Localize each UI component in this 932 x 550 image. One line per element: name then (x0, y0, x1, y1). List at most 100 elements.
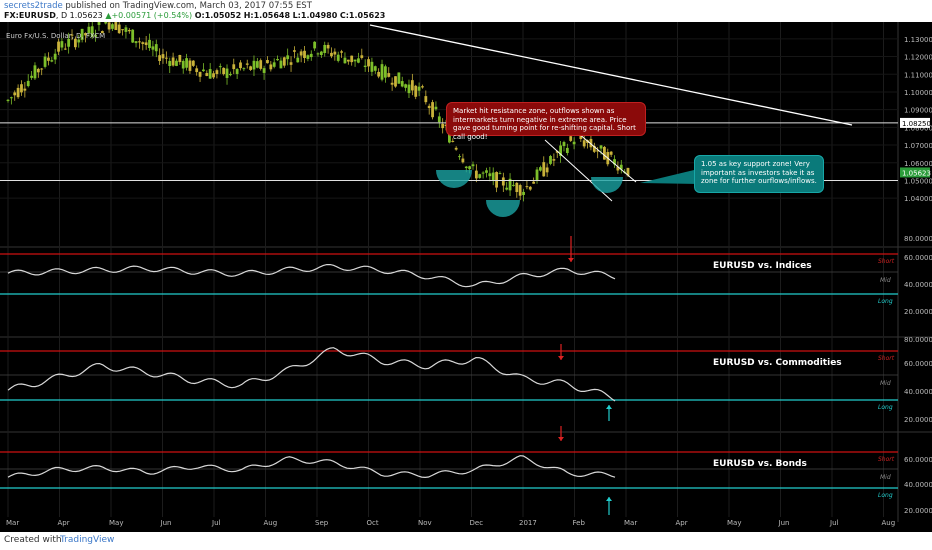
time-axis-label: Aug (264, 519, 278, 527)
candle-body (616, 166, 620, 171)
time-axis-label: May (109, 519, 123, 527)
indicator-title: EURUSD vs. Bonds (713, 459, 807, 469)
candle-body (245, 63, 249, 65)
candle-body (464, 166, 468, 169)
candle-body (276, 58, 279, 61)
time-axis-label: Nov (418, 519, 432, 527)
candle-body (609, 151, 613, 155)
candle-body (394, 76, 397, 87)
candle-body (212, 73, 215, 78)
candle-body (407, 84, 411, 94)
candle-body (353, 59, 357, 62)
candle-body (505, 187, 509, 190)
candle-body (144, 42, 148, 46)
candle-body (427, 105, 431, 109)
indicator-axis-label: 80.0000 (904, 336, 932, 344)
publish-header: secrets2trade published on TradingView.c… (0, 0, 932, 22)
price-axis-label: 1.10000 (904, 89, 932, 97)
candle-body (397, 72, 401, 84)
candle-body (535, 169, 539, 181)
candle-body (13, 92, 17, 96)
price-change: +0.00571 (+0.54%) (111, 11, 193, 20)
candle-body (252, 60, 256, 70)
candle-body (431, 102, 434, 118)
indicator-title: EURUSD vs. Commodities (713, 358, 842, 368)
candle-body (528, 186, 532, 190)
price-axis-label: 1.06000 (904, 160, 932, 168)
candle-body (117, 24, 121, 34)
candle-body (218, 66, 222, 68)
candle-body (9, 97, 13, 99)
time-axis-label: Mar (624, 519, 637, 527)
short-signal-arrow-head (558, 437, 564, 441)
candle-body (346, 59, 350, 62)
indicator-axis-label: 60.0000 (904, 254, 932, 262)
price-axis-label: 1.13000 (904, 36, 932, 44)
candle-body (43, 56, 47, 67)
up-arrow-icon: ▲ (105, 11, 112, 20)
candle-body (367, 59, 370, 67)
tradingview-logo[interactable]: TradingView (60, 535, 115, 545)
candle-body (508, 178, 512, 191)
candle-body (148, 39, 151, 48)
indicator-series-line (7, 347, 616, 402)
candle-body (286, 55, 290, 60)
support-zone-marker (591, 177, 623, 193)
candle-body (373, 66, 377, 71)
candle-body (316, 53, 320, 55)
footer: Created with TradingView (0, 532, 932, 550)
candle-body (441, 123, 445, 129)
candle-body (154, 44, 158, 52)
candle-body (158, 55, 162, 62)
candle-body (188, 60, 192, 71)
candle-body (6, 99, 10, 101)
candle-body (205, 73, 209, 76)
candle-body (171, 57, 175, 66)
current-price-tag-label: 1.05623 (902, 169, 931, 177)
candle-body (603, 146, 606, 160)
candle-body (168, 60, 172, 66)
price-axis-label: 1.08000 (904, 124, 932, 132)
candle-body (73, 38, 77, 48)
ohlc-readout: FX:EURUSD, D 1.05623 ▲+0.00571 (+0.54%) … (4, 11, 386, 20)
candle-body (549, 156, 552, 164)
long-label: Long (878, 404, 893, 411)
candle-body (124, 27, 128, 32)
indicator-axis-label: 20.0000 (904, 507, 932, 515)
candle-body (572, 141, 576, 145)
time-axis-label: Dec (470, 519, 484, 527)
candle-body (33, 65, 37, 79)
candle-body (522, 191, 525, 195)
candle-body (626, 167, 630, 176)
close-value: C:1.05623 (339, 11, 386, 20)
indicator-series-line (7, 455, 616, 479)
candle-body (266, 60, 269, 64)
mid-label: Mid (880, 474, 891, 481)
time-axis-label: May (727, 519, 741, 527)
author-link[interactable]: secrets2trade (4, 1, 63, 11)
candle-body (488, 173, 492, 177)
short-label: Short (878, 355, 895, 362)
candle-body (114, 22, 118, 31)
candle-body (525, 186, 529, 188)
candle-body (289, 62, 293, 65)
candle-body (458, 156, 461, 158)
created-with-label: Created with (4, 535, 62, 545)
candle-body (53, 53, 57, 60)
open-value: O:1.05052 (194, 11, 242, 20)
price-axis-label: 1.05000 (904, 177, 932, 185)
price-axis-label: 1.07000 (904, 142, 932, 150)
publish-info: secrets2trade published on TradingView.c… (4, 1, 312, 11)
candle-body (370, 61, 374, 72)
candle-body (255, 61, 259, 68)
candle-body (592, 145, 596, 152)
short-signal-arrow-head (558, 356, 564, 360)
candle-body (50, 60, 54, 62)
chart-canvas[interactable]: Mar Apr May Jun Jul Aug Sep Oct Nov Dec 2017 Feb Mar… (0, 22, 932, 532)
resistance-price-tag-label: 1.08250 (902, 120, 931, 128)
candle-body (90, 26, 94, 37)
chart-area[interactable]: Mar Apr May Jun Jul Aug Sep Oct Nov Dec 2017 Feb Mar… (0, 22, 932, 532)
candle-body (387, 73, 391, 77)
candle-body (235, 69, 239, 74)
candle-body (127, 30, 131, 32)
